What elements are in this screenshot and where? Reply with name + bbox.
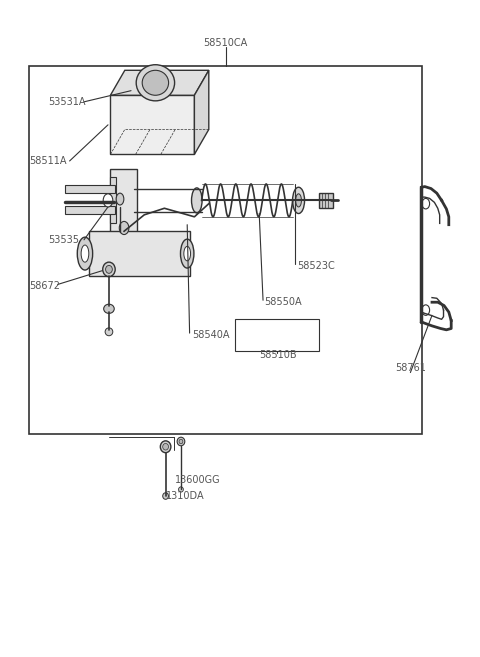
Text: 58511A: 58511A — [29, 156, 66, 166]
Text: 58761: 58761 — [395, 363, 426, 373]
Ellipse shape — [293, 187, 304, 214]
Ellipse shape — [116, 193, 124, 205]
Bar — [235, 319, 319, 351]
Ellipse shape — [104, 304, 114, 313]
Ellipse shape — [132, 70, 171, 112]
Text: 58510CA: 58510CA — [204, 37, 248, 48]
Polygon shape — [110, 70, 209, 95]
Ellipse shape — [106, 265, 112, 273]
Bar — [29, 66, 422, 434]
Bar — [110, 177, 116, 223]
Bar — [65, 206, 115, 214]
Ellipse shape — [192, 188, 202, 213]
Ellipse shape — [81, 245, 89, 262]
Text: 58510B: 58510B — [259, 350, 297, 360]
Bar — [89, 231, 190, 276]
Bar — [65, 185, 115, 193]
Ellipse shape — [142, 70, 168, 95]
Ellipse shape — [138, 77, 164, 104]
Text: 58523C: 58523C — [298, 261, 336, 271]
Ellipse shape — [296, 194, 301, 207]
Polygon shape — [194, 70, 209, 154]
Ellipse shape — [77, 237, 93, 270]
Ellipse shape — [184, 246, 191, 261]
Text: 58550A: 58550A — [264, 297, 301, 307]
Polygon shape — [110, 95, 194, 154]
Ellipse shape — [136, 65, 175, 101]
Text: 58540A: 58540A — [192, 330, 229, 340]
Text: 1310DA: 1310DA — [166, 491, 204, 501]
Ellipse shape — [179, 487, 183, 492]
Ellipse shape — [177, 438, 185, 445]
Text: 58672: 58672 — [29, 281, 60, 291]
Bar — [110, 169, 137, 232]
Circle shape — [103, 194, 113, 207]
Text: 13600GG: 13600GG — [175, 474, 221, 485]
Ellipse shape — [179, 440, 183, 444]
Ellipse shape — [160, 441, 171, 453]
Ellipse shape — [163, 443, 168, 450]
Text: 53531A: 53531A — [48, 97, 85, 107]
Text: 53535: 53535 — [48, 235, 79, 245]
Ellipse shape — [103, 262, 115, 277]
Circle shape — [422, 198, 430, 209]
Ellipse shape — [119, 221, 129, 235]
Ellipse shape — [163, 493, 168, 499]
Ellipse shape — [105, 328, 113, 336]
Bar — [319, 193, 333, 208]
Circle shape — [422, 305, 430, 315]
Circle shape — [147, 85, 155, 96]
Ellipse shape — [180, 239, 194, 268]
